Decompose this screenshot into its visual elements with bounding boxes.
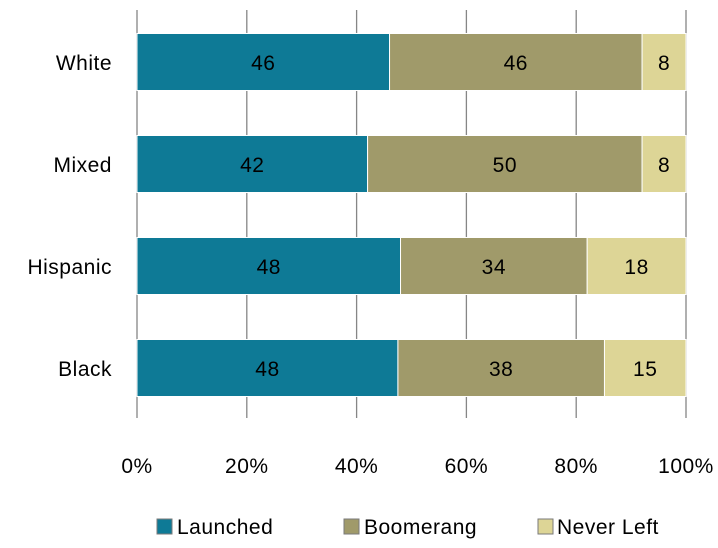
x-tick-label: 60% (445, 455, 489, 478)
legend-label: Never Left (557, 516, 659, 539)
category-labels: White Mixed Hispanic Black (27, 52, 112, 381)
bar-segment (641, 33, 687, 91)
bar-segment (397, 339, 605, 397)
legend-swatch (343, 518, 360, 535)
legend-swatch (156, 518, 173, 535)
category-label: Black (58, 358, 112, 381)
x-tick-label: 40% (335, 455, 379, 478)
data-label: 46 (251, 52, 275, 75)
x-tick-label: 80% (554, 455, 598, 478)
category-label: White (56, 52, 112, 75)
bar-segment (367, 135, 643, 193)
category-label: Hispanic (27, 256, 112, 279)
legend-swatch (537, 518, 554, 535)
data-label: 46 (504, 52, 528, 75)
data-label: 42 (240, 154, 264, 177)
data-label: 50 (493, 154, 517, 177)
legend: Launched Boomerang Never Left (156, 516, 659, 539)
bar-segment (136, 339, 399, 397)
x-tick-label: 100% (658, 455, 714, 478)
data-label: 15 (633, 358, 657, 381)
bar-segment (136, 135, 369, 193)
x-tick-label: 0% (121, 455, 152, 478)
category-label: Mixed (53, 154, 112, 177)
legend-label: Launched (177, 516, 273, 539)
bars (136, 33, 687, 397)
data-label: 8 (658, 154, 670, 177)
bar-segment (603, 339, 687, 397)
bar-segment (136, 33, 391, 91)
data-label: 18 (624, 256, 648, 279)
bar-segment (586, 237, 687, 295)
bar-segment (400, 237, 588, 295)
bar-segment (136, 237, 402, 295)
data-label: 48 (257, 256, 281, 279)
bar-segment (641, 135, 687, 193)
data-label: 8 (658, 52, 670, 75)
x-axis-tick-labels: 0% 20% 40% 60% 80% 100% (121, 455, 714, 478)
data-labels: 46 46 8 42 50 8 48 34 18 48 38 15 (240, 52, 670, 381)
data-label: 38 (489, 358, 513, 381)
data-label: 34 (482, 256, 506, 279)
data-label: 48 (255, 358, 279, 381)
x-tick-label: 20% (225, 455, 269, 478)
legend-label: Boomerang (364, 516, 477, 539)
